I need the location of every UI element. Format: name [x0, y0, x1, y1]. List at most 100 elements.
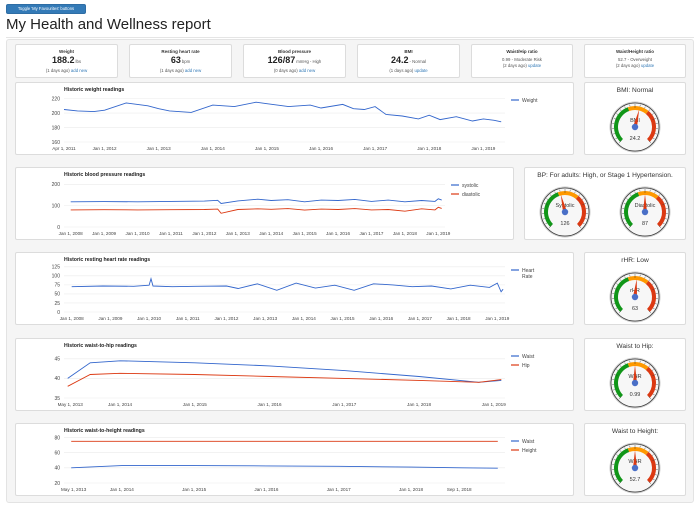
x-tick-label: Apr 1, 2011 — [52, 146, 76, 151]
gauge-svg: rHR63 — [609, 271, 661, 323]
gauge-tick — [658, 194, 661, 197]
y-tick-label: 40 — [54, 466, 60, 472]
series-line-diastolic — [70, 206, 442, 214]
gauge-tick — [652, 374, 657, 376]
gauge-tick — [654, 389, 657, 391]
gauge-title: BP: For adults: High, or Stage 1 Hyperte… — [537, 172, 673, 179]
metric-unit: bpm — [181, 59, 191, 64]
x-tick-label: Jan 1, 2016 — [258, 402, 282, 407]
add-blood-pressure-link[interactable]: add new — [298, 68, 316, 73]
x-tick-label: Jan 1, 2019 — [482, 402, 506, 407]
x-tick-label: Jan 1, 2017 — [408, 316, 432, 321]
gauge-tick — [543, 203, 548, 205]
x-tick-label: Jan 1, 2008 — [60, 316, 84, 321]
metric-title: Waist/Hip ratio — [506, 49, 538, 54]
x-tick-label: Jan 1, 2012 — [214, 316, 238, 321]
gauge-tick — [644, 276, 646, 279]
gauge-red-band — [645, 280, 656, 312]
gauge-yellow-band — [637, 191, 659, 200]
metric-title: Resting heart rate — [161, 49, 200, 54]
gauge-tick — [549, 194, 552, 197]
gauge-tick — [644, 362, 646, 365]
chart-title: Historic waist-to-height readings — [64, 428, 145, 434]
update-waist-hip-link[interactable]: update — [527, 63, 542, 68]
toggle-favourites-button[interactable]: Toggle 'My Favourites' buttons — [6, 4, 86, 14]
gauge-hub — [641, 208, 649, 216]
gauge-tick — [648, 310, 652, 314]
gauge-red-band — [645, 366, 656, 398]
add-heart-rate-link[interactable]: add new — [184, 68, 202, 73]
update-waist-height-link[interactable]: update — [640, 63, 655, 68]
metric-ago: (1 days ago) — [45, 68, 70, 73]
gauge-red-band — [645, 451, 656, 483]
gauge-value: 0.99 — [630, 392, 641, 398]
metric-status: - Normal — [409, 59, 426, 64]
x-tick-label: Jan 1, 2012 — [192, 231, 216, 236]
blood-pressure-chart-card: Historic blood pressure readings 0 100 200 J… — [15, 167, 514, 240]
x-tick-label: Jan 1, 2016 — [254, 487, 278, 492]
gauge-tick — [652, 137, 655, 140]
gauge-tick — [619, 279, 622, 282]
gauge-title: rHR: Low — [621, 257, 649, 264]
metric-value: 188.2 — [51, 55, 75, 65]
gauge-tick — [662, 222, 665, 225]
x-tick-label: Jan 1, 2011 — [159, 231, 183, 236]
chart-svg: Historic waist-to-height readings 20 40 60 8… — [54, 428, 537, 492]
add-weight-link[interactable]: add new — [70, 68, 88, 73]
gauge-green-band — [544, 192, 560, 227]
x-tick-label: Jan 1, 2019 — [471, 146, 495, 151]
metric-ago: (2 days ago) — [502, 63, 527, 68]
gauge-yellow-band — [627, 447, 649, 456]
gauge-green-band — [624, 192, 640, 227]
metric-card-waist-height: Waist/Height ratio 52.7 - Overweight (2 … — [584, 44, 686, 78]
waist-to-hip-gauge-card: Waist to Hip: WHR0.99 — [584, 338, 686, 411]
x-tick-label: Jan 1, 2017 — [359, 231, 383, 236]
gauge-tick — [584, 218, 587, 220]
gauge-tick — [618, 481, 622, 485]
chart-svg: Historic waist-to-hip readings 35 40 45 May … — [54, 343, 534, 407]
gauge-tick — [625, 222, 628, 225]
x-tick-label: Jan 1, 2011 — [176, 316, 200, 321]
gauge-needle — [633, 109, 640, 128]
gauge-tick — [616, 283, 619, 285]
legend-label: Rate — [522, 274, 533, 280]
series-line-systolic — [70, 198, 442, 204]
metric-card-bmi: BMI 24.2- Normal (1 days ago) update — [357, 44, 460, 78]
x-tick-label: Jan 1, 2015 — [293, 231, 317, 236]
gauge-value: 126 — [560, 221, 569, 227]
x-tick-label: Jan 1, 2010 — [126, 231, 150, 236]
gauge-hub — [631, 379, 639, 387]
metric-unit: lbs — [75, 59, 82, 64]
y-tick-label: 0 — [57, 310, 60, 316]
gauge-tick — [623, 203, 628, 205]
update-bmi-link[interactable]: update — [414, 68, 428, 73]
x-tick-label: Jan 1, 2018 — [447, 316, 471, 321]
gauge-tick — [628, 225, 632, 229]
y-tick-label: 75 — [54, 283, 60, 289]
x-tick-label: Jan 1, 2014 — [108, 402, 132, 407]
gauge-tick — [654, 133, 657, 135]
legend-label: diastolic — [462, 192, 481, 198]
x-tick-label: Jan 1, 2016 — [369, 316, 393, 321]
x-tick-label: Jan 1, 2016 — [326, 231, 350, 236]
gauge-tick — [546, 198, 549, 200]
x-tick-label: Jan 1, 2018 — [393, 231, 417, 236]
gauge-tick — [613, 118, 618, 120]
legend-label: Height — [522, 448, 537, 454]
metric-status: 52.7 - Overweight — [618, 57, 652, 62]
x-tick-label: Jan 1, 2013 — [147, 146, 171, 151]
x-tick-label: Jan 1, 2016 — [309, 146, 333, 151]
y-tick-label: 80 — [54, 435, 60, 441]
gauge-value: 87 — [642, 221, 648, 227]
gauge-tick — [664, 218, 667, 220]
y-tick-label: 40 — [54, 376, 60, 382]
gauge-tick — [654, 191, 656, 194]
gauge-value: 63 — [632, 306, 638, 312]
metric-card-waist-hip: Waist/Hip ratio 0.99 - Moderate Risk (2 … — [471, 44, 573, 78]
y-tick-label: 25 — [54, 301, 60, 307]
metric-ago: (2 days ago) — [615, 63, 640, 68]
gauge-tick — [613, 303, 616, 305]
gauge-hub — [631, 464, 639, 472]
y-tick-label: 20 — [54, 481, 60, 487]
gauge-needle — [633, 365, 637, 383]
